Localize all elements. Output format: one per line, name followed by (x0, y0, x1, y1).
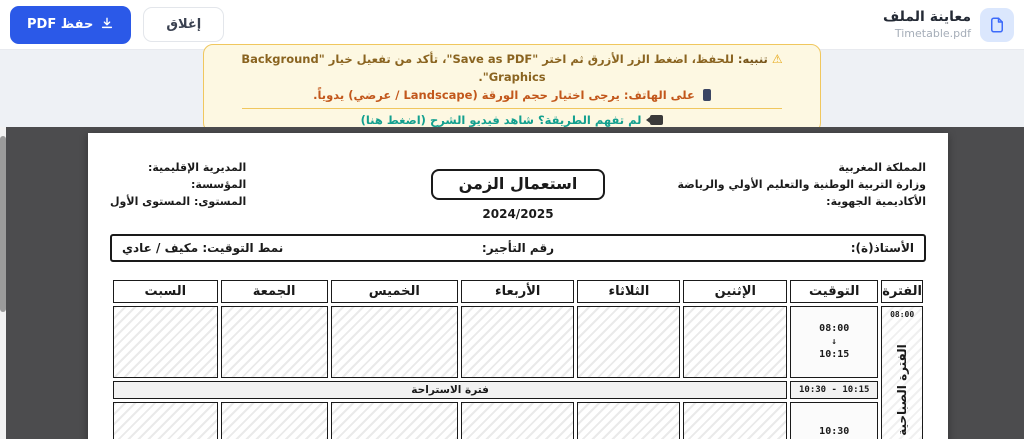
file-meta: معاينة الملف Timetable.pdf (883, 7, 1014, 42)
document-title: استعمال الزمن (430, 169, 606, 200)
session2-time-cell: 10:30 ↓ (790, 402, 879, 439)
ministry-block: المملكة المغربية وزارة التربية الوطنية و… (605, 159, 927, 210)
warning-line-1-prefix: تنبيه: (737, 52, 768, 67)
ministry-line: المملكة المغربية (838, 161, 926, 174)
morning-period-cell: 08:00 الفترة الصباحية (881, 306, 923, 439)
topbar-actions: إغلاق حفظ PDF (10, 5, 225, 44)
employment-number-label: رقم التأجير: (481, 241, 555, 255)
warning-line-2-text: يرجى اختيار حجم الورقة (Landscape / عرضي… (313, 88, 620, 103)
header-saturday: السبت (113, 280, 218, 303)
file-icon (980, 7, 1014, 42)
timetable-cell (113, 306, 218, 378)
timetable-cell (683, 306, 788, 378)
admin-line: المؤسسة: (191, 178, 247, 192)
warning-line-1-text: للحفظ، اضغط الزر الأزرق ثم اختر "Save as… (241, 52, 734, 84)
timetable-cell (577, 306, 681, 378)
break-time-cell: 10:30 - 10:15 (790, 381, 879, 399)
header-wednesday: الأربعاء (460, 280, 575, 303)
topbar: معاينة الملف Timetable.pdf إغلاق حفظ PDF (0, 0, 1024, 50)
file-texts: معاينة الملف Timetable.pdf (883, 9, 971, 40)
warning-line-1: ⚠ تنبيه: للحفظ، اضغط الزر الأزرق ثم اختر… (216, 51, 808, 85)
school-year: 2024/2025 (482, 207, 554, 221)
warning-box: ⚠ تنبيه: للحفظ، اضغط الزر الأزرق ثم اختر… (203, 44, 821, 133)
teacher-label: الأستاذ(ة): (850, 241, 914, 255)
admin-block: المديرية الإقليمية: المؤسسة: المستوى: ال… (110, 159, 246, 210)
timetable: الفترة التوقيت الإثنين الثلاثاء الأربعاء… (110, 277, 926, 439)
notice-section: ⚠ تنبيه: للحفظ، اضغط الزر الأزرق ثم اختر… (0, 44, 1024, 133)
timetable-header-row: الفترة التوقيت الإثنين الثلاثاء الأربعاء… (113, 280, 923, 303)
warning-line-2: على الهاتف: يرجى اختيار حجم الورقة (Land… (216, 87, 808, 103)
timetable-cell (220, 306, 328, 378)
save-pdf-label: حفظ PDF (27, 17, 94, 32)
save-pdf-button[interactable]: حفظ PDF (10, 5, 132, 44)
header-thursday: الخميس (330, 280, 458, 303)
page-title: معاينة الملف (883, 9, 971, 25)
teacher-info-bar: الأستاذ(ة): رقم التأجير: نمط التوقيت: مك… (110, 234, 926, 262)
period-label: الفترة الصباحية (895, 344, 910, 436)
help-video-link[interactable]: لم تفهم الطريقة؟ شاهد فيديو الشرح (اضغط … (216, 112, 808, 128)
camera-icon (646, 114, 664, 125)
header-monday: الإثنين (683, 280, 788, 303)
download-icon (100, 16, 114, 34)
session1-time-cell: 08:00 ↓ 10:15 (790, 306, 879, 378)
period-start-time: 08:00 (890, 310, 915, 319)
preview-scrollbar-thumb[interactable] (0, 136, 6, 312)
timetable-cell (577, 402, 681, 439)
session1-row: 08:00 الفترة الصباحية 08:00 ↓ 10:15 (113, 306, 923, 439)
break-row: 10:30 - 10:15 فترة الاستراحة (113, 381, 923, 399)
close-button[interactable]: إغلاق (143, 7, 225, 42)
session1-end: 10:15 (819, 349, 850, 361)
admin-line: المديرية الإقليمية: (147, 161, 247, 174)
warning-line-2-prefix: على الهاتف: (623, 88, 695, 103)
timetable-cell (330, 402, 458, 439)
break-label-cell: فترة الاستراحة (113, 381, 788, 399)
timing-mode-label: نمط التوقيت: مكيف / عادي (122, 241, 284, 255)
timetable-cell (683, 402, 788, 439)
session1-start: 08:00 (819, 323, 850, 335)
document-header: المملكة المغربية وزارة التربية الوطنية و… (110, 159, 926, 221)
pdf-preview-area: المملكة المغربية وزارة التربية الوطنية و… (0, 127, 1024, 439)
preview-scrollbar-track[interactable] (0, 127, 6, 439)
warning-divider (242, 107, 782, 109)
header-time: التوقيت (790, 280, 879, 303)
ministry-line: الأكاديمية الجهوية: (826, 195, 926, 209)
timetable-cell (460, 306, 575, 378)
pdf-page: المملكة المغربية وزارة التربية الوطنية و… (88, 133, 948, 439)
ministry-line: وزارة التربية الوطنية والتعليم الأولي وا… (677, 178, 927, 192)
document-title-block: استعمال الزمن 2024/2025 (430, 159, 606, 221)
session2-start: 10:30 (819, 426, 850, 438)
admin-line: المستوى: المستوى الأول (110, 195, 247, 209)
warning-icon: ⚠ (771, 52, 783, 67)
timetable-cell (330, 306, 458, 378)
down-arrow-icon: ↓ (831, 336, 837, 347)
session2-row: 10:30 ↓ (113, 402, 923, 439)
timetable-cell (113, 402, 218, 439)
header-friday: الجمعة (220, 280, 328, 303)
header-period: الفترة (881, 280, 923, 303)
help-video-text: لم تفهم الطريقة؟ شاهد فيديو الشرح (اضغط … (360, 112, 642, 127)
file-name: Timetable.pdf (894, 27, 971, 40)
timetable-cell (220, 402, 328, 439)
period-label-wrap: الفترة الصباحية (882, 307, 922, 439)
timetable-cell (460, 402, 575, 439)
phone-icon (702, 89, 711, 102)
header-tuesday: الثلاثاء (577, 280, 681, 303)
